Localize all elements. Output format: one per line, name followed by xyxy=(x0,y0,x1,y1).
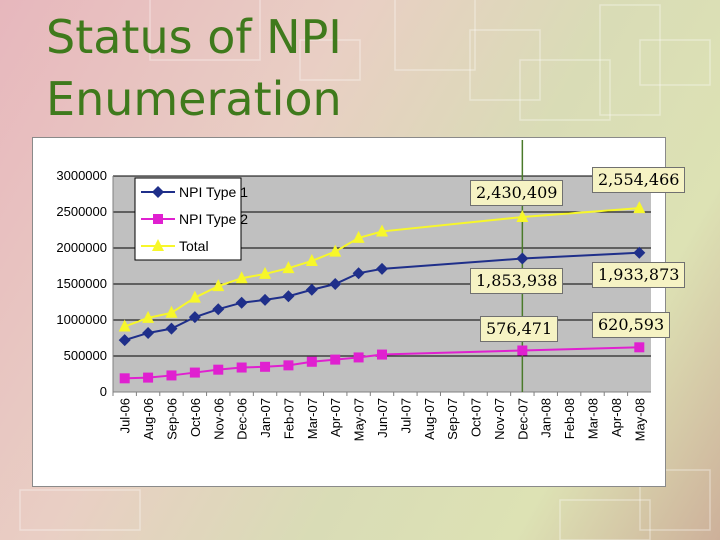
x-tick-label: Nov-07 xyxy=(492,398,507,440)
series-0-point xyxy=(188,311,201,324)
legend-label: NPI Type 1 xyxy=(179,184,248,200)
x-tick-label: Aug-06 xyxy=(141,398,156,440)
series-2-point xyxy=(516,210,529,223)
x-tick-label: Mar-08 xyxy=(586,398,601,439)
series-1-point xyxy=(330,354,341,365)
series-0-point xyxy=(305,283,318,296)
x-tick-label: Sep-06 xyxy=(164,398,179,440)
series-1-point xyxy=(283,360,294,371)
x-tick-label: Dec-06 xyxy=(235,398,250,440)
series-2-point xyxy=(142,310,155,323)
x-tick-label: Feb-08 xyxy=(562,398,577,439)
x-tick-label: May-07 xyxy=(352,398,367,441)
slide-title-line-1: Status of NPI xyxy=(46,10,342,64)
series-0-point xyxy=(376,262,388,275)
x-tick-label: Jul-07 xyxy=(398,398,413,433)
series-0-point xyxy=(165,322,178,335)
callout-total-may-08: 2,554,466 xyxy=(592,167,686,193)
series-2-point xyxy=(329,244,342,257)
series-2-point xyxy=(376,224,388,237)
series-2-point xyxy=(188,290,201,303)
x-tick-label: Feb-07 xyxy=(281,398,296,439)
series-2-point xyxy=(165,305,178,318)
y-tick-label: 0 xyxy=(100,384,107,399)
y-tick-label: 500000 xyxy=(64,348,107,363)
legend-swatch-marker xyxy=(152,186,164,198)
y-tick-label: 1500000 xyxy=(56,276,107,291)
series-1-point xyxy=(213,364,224,375)
series-1-point xyxy=(306,356,317,367)
series-2-point xyxy=(212,279,225,292)
y-tick-label: 2500000 xyxy=(56,204,107,219)
series-1-point xyxy=(143,372,154,383)
y-tick-label: 1000000 xyxy=(56,312,107,327)
series-0-point xyxy=(235,296,248,309)
series-1-point xyxy=(166,370,177,381)
series-1-point xyxy=(634,342,645,353)
slide-title: Status of NPI Enumeration xyxy=(46,6,566,130)
y-tick-label: 3000000 xyxy=(56,168,107,183)
x-tick-label: Sep-07 xyxy=(445,398,460,440)
callout-type1-may-08: 1,933,873 xyxy=(592,262,686,288)
x-tick-label: May-08 xyxy=(632,398,647,441)
series-0-point xyxy=(282,290,295,303)
chart-frame: 0 500000 1000000 1500000 2000000 2500000 30000… xyxy=(32,137,666,487)
callout-type1-dec-07: 1,853,938 xyxy=(470,268,564,294)
x-tick-label: Mar-07 xyxy=(305,398,320,439)
callout-type2-may-08: 620,593 xyxy=(592,312,671,338)
series-0-point xyxy=(118,334,131,347)
series-1-point xyxy=(236,362,247,373)
series-0-point xyxy=(329,278,342,290)
series-1-point xyxy=(517,345,528,356)
line-chart: 0 500000 1000000 1500000 2000000 2500000 30000… xyxy=(56,140,651,441)
series-2-point xyxy=(259,266,272,279)
slide-title-line-2: Enumeration xyxy=(46,72,342,126)
x-tick-label: Jan-08 xyxy=(539,398,554,438)
series-2-point xyxy=(282,261,295,274)
series-0-point xyxy=(142,326,155,339)
callout-type2-dec-07: 576,471 xyxy=(480,316,559,342)
series-0-point xyxy=(212,303,225,316)
x-tick-label: Aug-07 xyxy=(422,398,437,440)
x-tick-label: Jan-07 xyxy=(258,398,273,438)
legend-label: NPI Type 2 xyxy=(179,211,248,227)
x-tick-label: Jul-06 xyxy=(118,398,133,433)
series-2-point xyxy=(352,230,365,243)
series-0-point xyxy=(259,293,272,306)
series-1-point xyxy=(353,352,364,363)
series-1-point xyxy=(119,373,130,384)
legend-swatch-marker xyxy=(153,214,163,224)
x-tick-label: Dec-07 xyxy=(515,398,530,440)
callout-total-dec-07: 2,430,409 xyxy=(470,180,564,206)
x-tick-label: Nov-06 xyxy=(211,398,226,440)
series-1-point xyxy=(189,367,200,378)
series-2-point xyxy=(305,253,318,266)
y-tick-label: 2000000 xyxy=(56,240,107,255)
x-tick-label: Oct-06 xyxy=(188,398,203,437)
series-2-point xyxy=(633,201,646,214)
series-0-point xyxy=(516,252,529,265)
x-tick-label: Jun-07 xyxy=(375,398,390,438)
x-tick-label: Apr-07 xyxy=(328,398,343,437)
x-tick-label: Oct-07 xyxy=(469,398,484,437)
series-0-point xyxy=(352,267,365,280)
series-1-point xyxy=(377,349,387,360)
series-2-point xyxy=(235,271,248,284)
legend-label: Total xyxy=(179,238,209,254)
x-tick-label: Apr-08 xyxy=(609,398,624,437)
legend-swatch-marker xyxy=(152,239,164,251)
series-1-point xyxy=(260,361,271,372)
series-2-point xyxy=(118,319,131,332)
series-0-point xyxy=(633,246,646,259)
